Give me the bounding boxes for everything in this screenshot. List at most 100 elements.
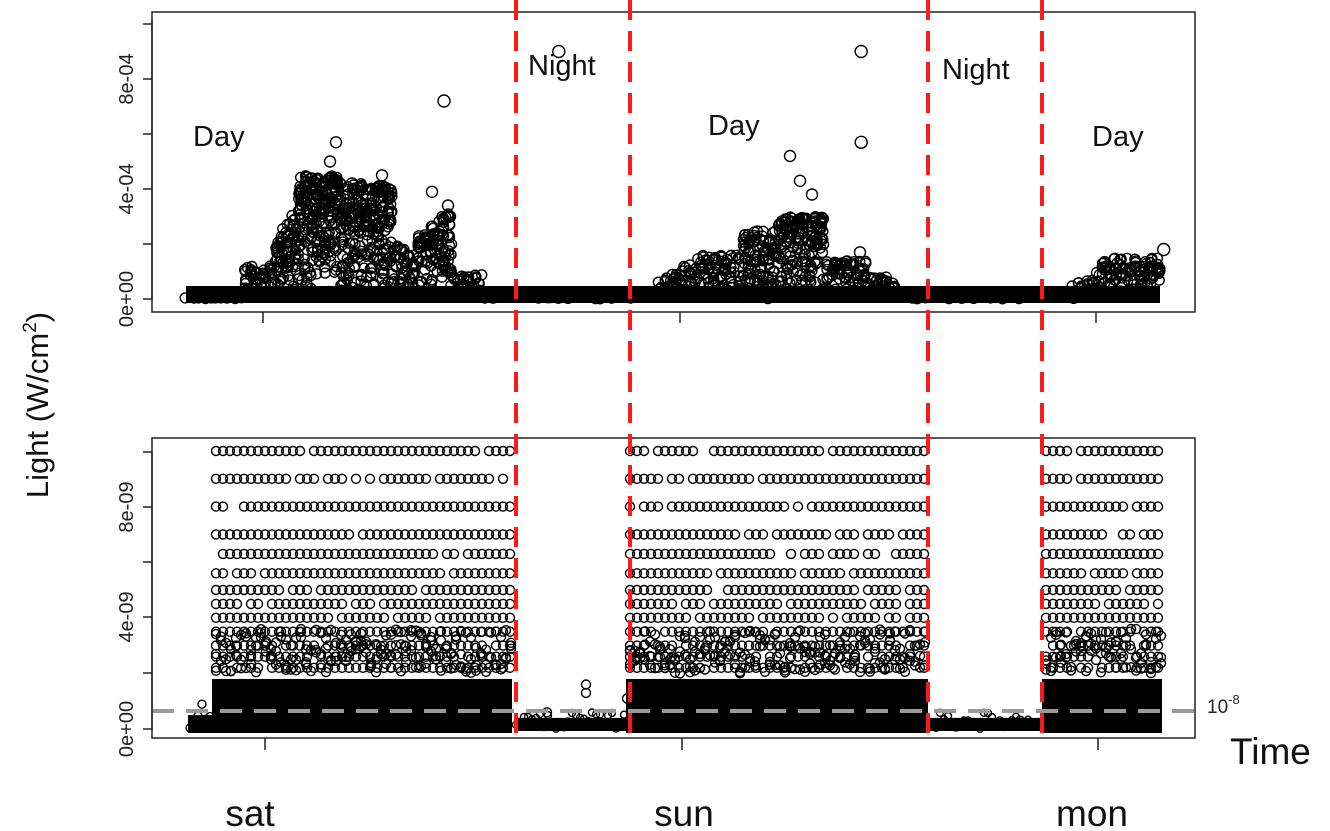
bottom-data-point [799,626,811,637]
bottom-data-point [774,648,786,659]
bottom-data-point [1138,501,1150,512]
bottom-data-point [445,647,457,659]
bottom-data-point [649,662,661,674]
bottom-data-point [1124,598,1136,610]
bottom-data-point [1068,598,1080,610]
bottom-data-point [273,662,285,673]
bottom-data-point [285,654,297,665]
bottom-data-point [245,501,257,512]
bottom-data-point [819,658,831,669]
bottom-data-point [320,643,332,654]
bottom-data-point [392,662,404,673]
bottom-data-point [490,584,502,596]
bottom-data-point [1100,626,1112,638]
bottom-data-point [1047,612,1059,623]
bottom-data-point [1155,658,1167,669]
bottom-data-point [280,529,292,540]
bottom-data-point [1117,473,1129,484]
bottom-data-point [259,473,271,484]
bottom-data-point [778,445,790,457]
bottom-data-point [1110,445,1122,457]
bottom-data-point [345,629,357,640]
bottom-data-point [1054,584,1066,596]
bottom-data-point [430,651,442,662]
bottom-data-point [343,529,355,540]
bottom-data-point [774,641,786,652]
bottom-data-point [909,640,921,651]
bottom-data-point [1054,651,1066,662]
bottom-data-point [827,568,839,579]
bottom-spike-point [580,687,592,699]
bottom-data-point [862,529,874,540]
bottom-data-point [645,584,657,596]
bottom-data-point [639,639,651,650]
bottom-data-point [862,612,874,623]
bottom-data-point [273,598,285,610]
bottom-data-point [1131,548,1143,560]
bottom-data-point [909,660,921,671]
bottom-data-point [736,612,748,623]
top-data-point [269,289,281,301]
bottom-data-point [1155,652,1167,663]
bottom-data-point [701,612,713,623]
bottom-data-point [638,584,650,596]
top-data-point [188,292,200,304]
bottom-data-point [1061,473,1073,484]
bottom-data-point [778,612,790,623]
bottom-data-point [425,635,437,646]
bottom-data-point [441,662,453,673]
bottom-data-point [1145,529,1157,540]
bottom-data-point [476,568,488,579]
top-data-point [286,260,299,273]
bottom-data-point [834,473,846,484]
bottom-data-point [750,584,762,596]
annotation-night-2: Night [942,54,1010,86]
top-data-point [389,289,401,301]
bottom-data-point [329,584,341,596]
bottom-data-point [1047,640,1059,651]
bottom-data-point [434,584,446,596]
top-data-point [215,292,227,304]
bottom-data-point [1085,645,1097,656]
bottom-data-point [673,612,685,623]
bottom-data-point [300,657,312,668]
bottom-data-point [839,643,851,654]
top-data-point [311,287,324,299]
bottom-data-point [715,548,727,560]
bottom-data-point [483,548,495,560]
bottom-data-point [210,584,222,596]
bottom-data-point [301,473,313,484]
bottom-data-point [245,548,257,560]
bottom-data-point [427,445,439,457]
bottom-data-point [490,568,502,579]
bottom-data-point [378,584,390,596]
bottom-data-point [245,584,257,596]
bottom-data-point [329,501,341,512]
top-data-point [594,293,606,305]
bottom-data-point [879,663,891,674]
bottom-data-point [497,529,509,540]
bottom-data-point [701,640,713,651]
bottom-data-point [848,473,860,484]
bottom-data-point [743,473,755,484]
top-data-point [311,177,323,189]
top-outlier-point [783,149,797,163]
top-data-point [984,292,997,304]
bottom-data-point [750,501,762,512]
bottom-data-point [897,529,909,540]
bottom-data-point [862,584,874,596]
top-data-point [959,290,971,303]
bottom-data-point [343,501,355,512]
top-data-point [809,276,822,288]
bottom-data-point [1110,598,1122,610]
bottom-data-point [1117,568,1129,579]
bottom-data-point [497,568,509,579]
bottom-data-point [914,639,926,650]
bottom-data-point [855,612,867,623]
bottom-data-point [890,612,902,623]
bottom-data-point [806,584,818,596]
top-data-point [445,238,458,250]
bottom-data-point [820,501,832,512]
bottom-data-point [329,445,341,457]
top-data-point [870,291,882,303]
